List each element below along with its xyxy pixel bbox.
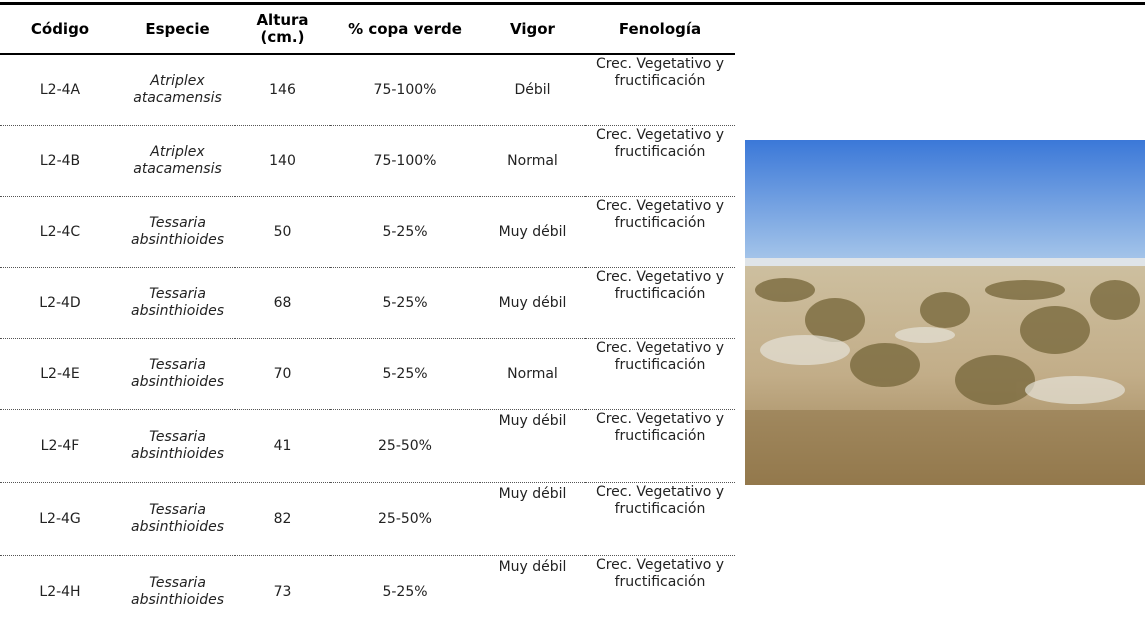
table-cell: Crec. Vegetativo y fructificación bbox=[585, 556, 735, 628]
table-cell: 82 bbox=[235, 483, 330, 556]
table-cell: Crec. Vegetativo y fructificación bbox=[585, 483, 735, 556]
table-cell: Crec. Vegetativo y fructificación bbox=[585, 410, 735, 483]
header-cell: Especie bbox=[120, 5, 235, 54]
table-cell: Muy débil bbox=[480, 197, 585, 268]
table-cell: Normal bbox=[480, 126, 585, 197]
table-cell: L2-4G bbox=[0, 483, 120, 556]
table-cell: Débil bbox=[480, 54, 585, 126]
table-cell: 41 bbox=[235, 410, 330, 483]
table-cell: Tessaria absinthioides bbox=[120, 197, 235, 268]
table-cell: 75-100% bbox=[330, 126, 480, 197]
table-cell: Atriplex atacamensis bbox=[120, 126, 235, 197]
header-cell: Altura (cm.) bbox=[235, 5, 330, 54]
table-cell: 25-50% bbox=[330, 410, 480, 483]
table-cell: 146 bbox=[235, 54, 330, 126]
table-cell: Normal bbox=[480, 339, 585, 410]
table-cell: 140 bbox=[235, 126, 330, 197]
table-cell: L2-4F bbox=[0, 410, 120, 483]
header-cell: Código bbox=[0, 5, 120, 54]
table-cell: L2-4C bbox=[0, 197, 120, 268]
field-photo bbox=[745, 140, 1145, 485]
table-cell: 5-25% bbox=[330, 197, 480, 268]
table-cell: Tessaria absinthioides bbox=[120, 268, 235, 339]
table-cell: Muy débil bbox=[480, 556, 585, 628]
table-cell: Tessaria absinthioides bbox=[120, 410, 235, 483]
table-cell: 70 bbox=[235, 339, 330, 410]
table-cell: Muy débil bbox=[480, 410, 585, 483]
table-cell: 5-25% bbox=[330, 268, 480, 339]
table-cell: Crec. Vegetativo y fructificación bbox=[585, 54, 735, 126]
table-cell: Crec. Vegetativo y fructificación bbox=[585, 339, 735, 410]
table-cell: L2-4D bbox=[0, 268, 120, 339]
table-cell: Tessaria absinthioides bbox=[120, 556, 235, 628]
header-cell: Fenología bbox=[585, 5, 735, 54]
table-cell: L2-4E bbox=[0, 339, 120, 410]
table-cell: 25-50% bbox=[330, 483, 480, 556]
table-cell: L2-4B bbox=[0, 126, 120, 197]
table-cell: Crec. Vegetativo y fructificación bbox=[585, 126, 735, 197]
table-cell: 73 bbox=[235, 556, 330, 628]
table-cell: Muy débil bbox=[480, 483, 585, 556]
table-cell: 50 bbox=[235, 197, 330, 268]
header-cell: % copa verde bbox=[330, 5, 480, 54]
table-cell: 75-100% bbox=[330, 54, 480, 126]
table-cell: L2-4A bbox=[0, 54, 120, 126]
table-cell: Atriplex atacamensis bbox=[120, 54, 235, 126]
table-cell: Tessaria absinthioides bbox=[120, 483, 235, 556]
table-cell: Muy débil bbox=[480, 268, 585, 339]
table-cell: 5-25% bbox=[330, 556, 480, 628]
table-cell: 5-25% bbox=[330, 339, 480, 410]
header-cell: Vigor bbox=[480, 5, 585, 54]
table-cell: Tessaria absinthioides bbox=[120, 339, 235, 410]
table-cell: Crec. Vegetativo y fructificación bbox=[585, 268, 735, 339]
table-cell: 68 bbox=[235, 268, 330, 339]
table-cell: Crec. Vegetativo y fructificación bbox=[585, 197, 735, 268]
table-cell: L2-4H bbox=[0, 556, 120, 628]
